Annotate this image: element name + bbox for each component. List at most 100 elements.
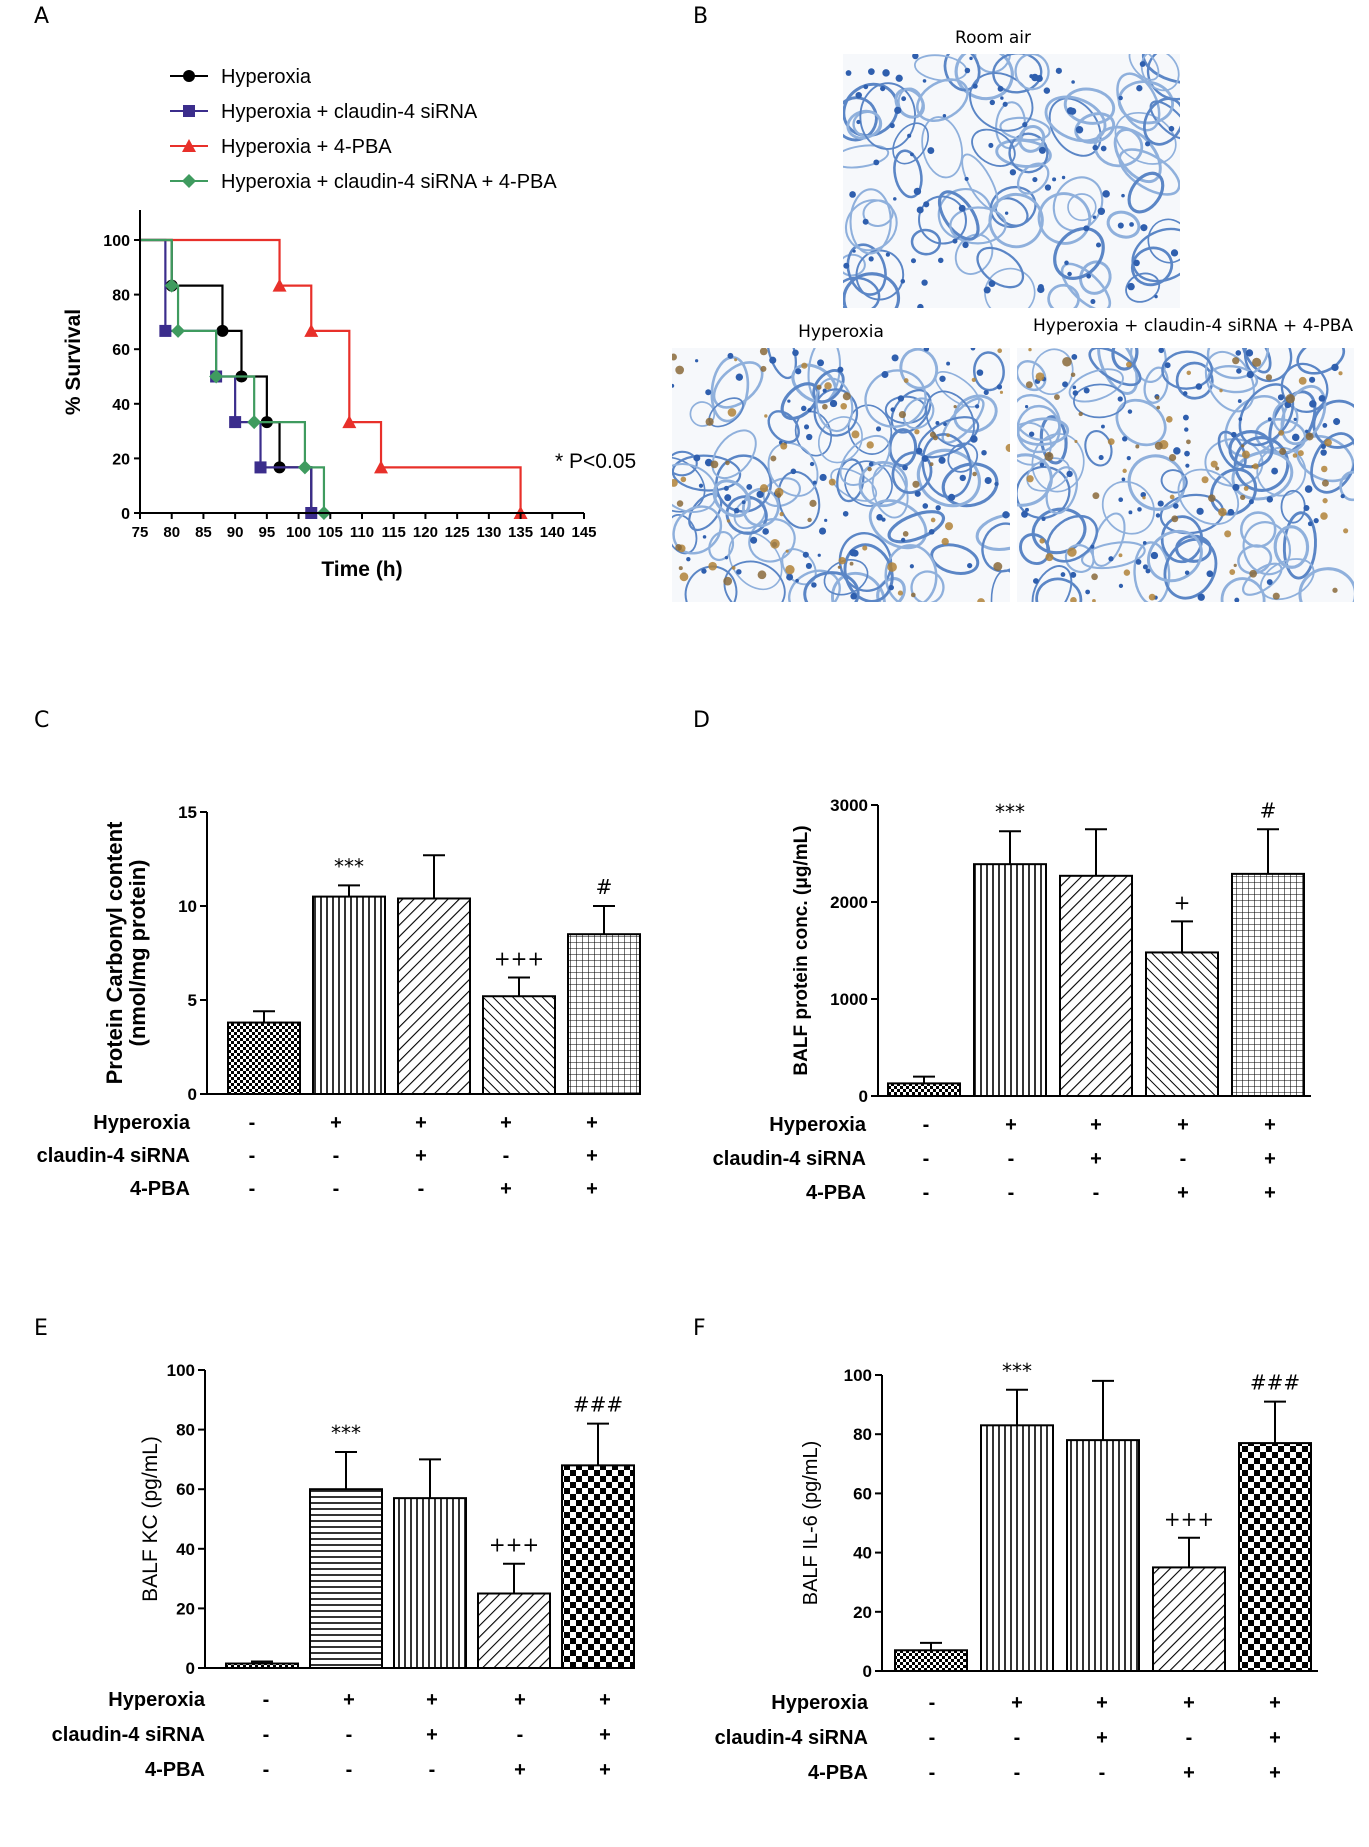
nucleus — [1072, 385, 1077, 390]
legend-label: Hyperoxia + claudin-4 siRNA + 4-PBA — [221, 171, 557, 193]
alveolar-wall — [1088, 348, 1142, 387]
alveolar-wall — [1143, 366, 1169, 404]
nucleus — [824, 518, 828, 522]
brown-stain — [675, 544, 682, 551]
condition-symbol: + — [330, 1112, 342, 1134]
panel-letter-d: D — [693, 708, 710, 733]
nucleus — [1108, 556, 1114, 562]
alveolar-wall — [990, 569, 1010, 602]
nucleus — [916, 206, 924, 214]
alveolar-wall — [1239, 511, 1277, 548]
brown-stain — [672, 478, 678, 487]
alveolar-wall — [941, 462, 999, 508]
brown-stain — [801, 362, 808, 369]
nucleus — [967, 562, 973, 569]
brown-stain — [944, 522, 954, 531]
alveolar-wall — [954, 233, 994, 275]
brown-stain — [1092, 492, 1100, 500]
nucleus — [733, 507, 740, 514]
survival-chart: Hyperoxia Hyperoxia + claudin-4 siRNA Hype… — [62, 66, 636, 581]
bar — [1059, 874, 1133, 1097]
significance-label: *** — [331, 1421, 361, 1445]
brown-stain — [705, 417, 714, 426]
legend-marker — [182, 174, 196, 188]
nucleus — [1055, 67, 1062, 74]
nucleus — [1033, 578, 1039, 584]
bar — [227, 1021, 301, 1095]
nucleus — [1118, 583, 1124, 589]
y-tick-label: 40 — [176, 1540, 195, 1559]
brown-stain — [849, 561, 854, 566]
nucleus — [1061, 175, 1066, 180]
nucleus — [1145, 568, 1151, 574]
alveolar-wall — [1035, 577, 1083, 602]
alveolar-wall — [712, 361, 764, 409]
p-value-annotation: * P<0.05 — [555, 450, 636, 473]
brown-stain — [972, 471, 977, 477]
nucleus — [1004, 211, 1009, 215]
y-axis-label: BALF IL-6 (pg/mL) — [800, 1441, 822, 1606]
nucleus — [875, 426, 882, 432]
nucleus — [913, 187, 922, 196]
nucleus — [1248, 499, 1254, 505]
nucleus — [981, 449, 987, 456]
brown-stain — [851, 430, 860, 439]
alveolar-wall — [992, 54, 1043, 94]
brown-stain — [1321, 479, 1329, 487]
brown-stain — [1025, 381, 1033, 389]
alveolar-wall — [1047, 283, 1080, 308]
brown-stain — [1074, 439, 1078, 444]
brown-stain — [1210, 460, 1218, 468]
nucleus — [937, 257, 944, 264]
brown-stain — [1091, 573, 1098, 581]
y-tick-label: 0 — [186, 1659, 195, 1678]
brown-stain — [759, 348, 768, 356]
brown-stain — [1154, 441, 1163, 450]
brown-stain — [941, 537, 949, 546]
x-tick-label: 135 — [508, 524, 533, 541]
brown-stain — [1148, 593, 1156, 601]
nucleus — [900, 537, 906, 543]
brown-stain — [1142, 496, 1146, 500]
nucleus — [801, 405, 807, 412]
nucleus — [1083, 225, 1090, 232]
nucleus — [1271, 467, 1279, 475]
brown-stain — [678, 566, 683, 571]
alveolar-wall — [1026, 457, 1071, 492]
brown-stain — [1067, 547, 1077, 557]
condition-symbol: - — [929, 1692, 936, 1714]
nucleus — [1150, 551, 1159, 560]
brown-stain — [1118, 553, 1123, 558]
bar — [1238, 1442, 1312, 1672]
condition-symbol: - — [249, 1145, 256, 1167]
survival-marker — [229, 416, 242, 429]
brown-stain — [1232, 357, 1240, 365]
nucleus — [915, 447, 923, 455]
y-tick-label: 60 — [176, 1480, 195, 1499]
nucleus — [1227, 508, 1235, 516]
alveolar-wall — [1273, 525, 1310, 569]
y-tick-label: 80 — [176, 1421, 195, 1440]
alveolar-wall — [1161, 350, 1213, 390]
nucleus — [818, 527, 827, 535]
nucleus — [1172, 503, 1179, 509]
brown-stain — [679, 572, 689, 582]
condition-symbol: + — [426, 1689, 438, 1711]
nucleus — [1184, 450, 1190, 457]
brown-stain — [785, 565, 795, 575]
condition-symbol: + — [1264, 1148, 1276, 1170]
brown-stain — [1233, 563, 1237, 568]
alveolar-wall — [1016, 162, 1050, 195]
nucleus — [698, 483, 704, 488]
condition-symbol: + — [1183, 1762, 1195, 1784]
condition-symbol: + — [1096, 1692, 1108, 1714]
nucleus — [1184, 427, 1189, 432]
condition-symbol: - — [429, 1759, 436, 1781]
nucleus — [876, 513, 883, 521]
alveolar-wall — [788, 569, 841, 602]
nucleus — [1340, 493, 1345, 499]
nucleus — [921, 455, 929, 462]
nucleus — [787, 399, 791, 403]
